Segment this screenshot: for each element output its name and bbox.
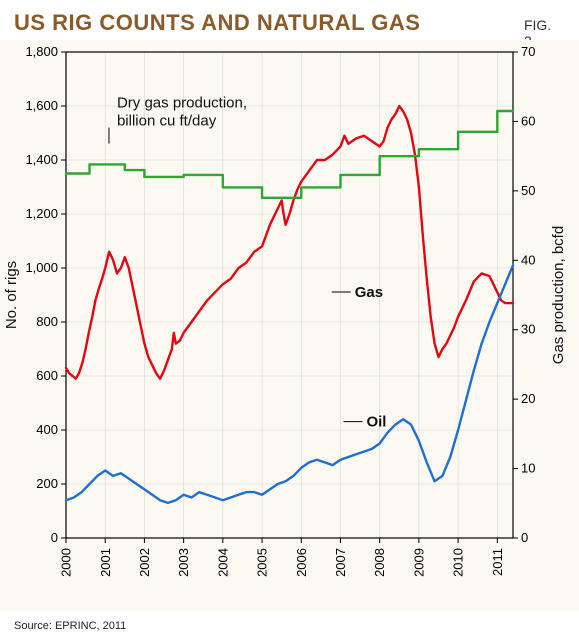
series-label-dry_gas_production-0: Dry gas production, bbox=[117, 95, 247, 112]
svg-text:2009: 2009 bbox=[411, 548, 426, 577]
svg-text:2005: 2005 bbox=[255, 548, 270, 577]
svg-text:50: 50 bbox=[521, 183, 535, 198]
svg-text:0: 0 bbox=[51, 530, 58, 545]
series-label-dry_gas_production-1: billion cu ft/day bbox=[117, 113, 217, 130]
svg-text:30: 30 bbox=[521, 322, 535, 337]
svg-text:2000: 2000 bbox=[59, 548, 74, 577]
series-label-oil: Oil bbox=[366, 414, 386, 431]
y-left-label: No. of rigs bbox=[3, 261, 20, 329]
svg-text:400: 400 bbox=[36, 422, 58, 437]
svg-text:2007: 2007 bbox=[333, 548, 348, 577]
svg-text:40: 40 bbox=[521, 252, 535, 267]
svg-text:1,800: 1,800 bbox=[25, 44, 58, 59]
source-text: Source: EPRINC, 2011 bbox=[14, 620, 126, 632]
chart: 0 200 400 600 800 1,000 1,200 1,400 1,600 1,800 0 1… bbox=[0, 40, 579, 610]
svg-text:60: 60 bbox=[521, 113, 535, 128]
svg-text:2003: 2003 bbox=[176, 548, 191, 577]
svg-text:2011: 2011 bbox=[490, 548, 505, 576]
svg-text:70: 70 bbox=[521, 44, 535, 59]
svg-text:0: 0 bbox=[521, 530, 528, 545]
series-label-gas: Gas bbox=[355, 284, 383, 301]
svg-text:2006: 2006 bbox=[294, 548, 309, 577]
svg-text:600: 600 bbox=[36, 368, 58, 383]
svg-text:1,600: 1,600 bbox=[25, 98, 58, 113]
svg-text:1,000: 1,000 bbox=[25, 260, 58, 275]
svg-text:2010: 2010 bbox=[451, 548, 466, 577]
svg-text:2002: 2002 bbox=[137, 548, 152, 577]
svg-text:200: 200 bbox=[36, 476, 58, 491]
y-right-label: Gas production, bcfd bbox=[550, 226, 567, 364]
svg-text:2008: 2008 bbox=[372, 548, 387, 577]
svg-text:1,200: 1,200 bbox=[25, 206, 58, 221]
svg-text:10: 10 bbox=[521, 461, 535, 476]
svg-text:20: 20 bbox=[521, 391, 535, 406]
svg-text:2001: 2001 bbox=[98, 548, 113, 577]
svg-text:2004: 2004 bbox=[215, 548, 230, 577]
svg-text:1,400: 1,400 bbox=[25, 152, 58, 167]
svg-text:800: 800 bbox=[36, 314, 58, 329]
